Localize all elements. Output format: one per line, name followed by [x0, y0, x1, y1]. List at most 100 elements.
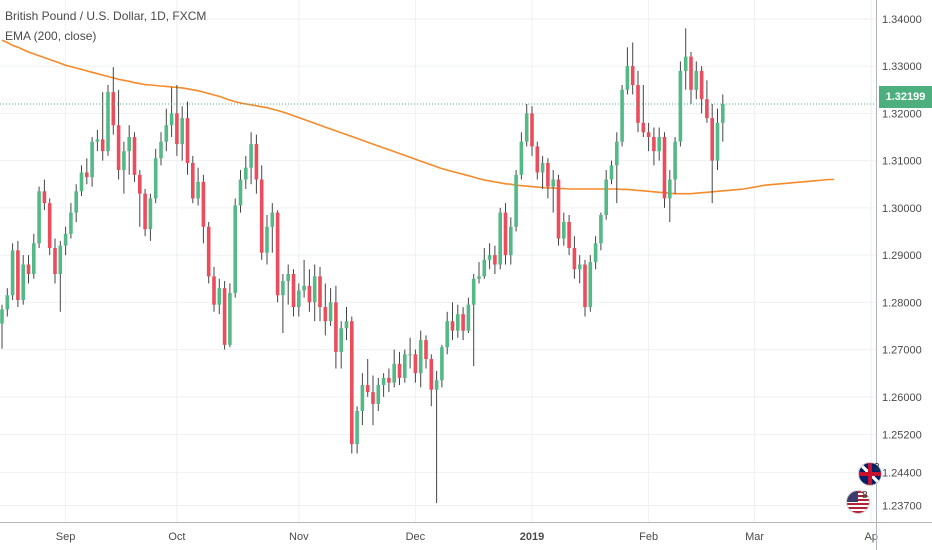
candle-body	[47, 203, 52, 249]
candle-down	[116, 89, 121, 180]
y-tick-label: 1.34000	[882, 14, 922, 26]
candle-down	[42, 179, 47, 211]
candle-up	[620, 85, 624, 147]
candle-up	[79, 165, 84, 197]
candle-body	[540, 162, 545, 173]
candle-up	[403, 349, 407, 383]
candle-body	[185, 118, 190, 163]
candle-body	[339, 328, 343, 352]
candle-body	[567, 222, 571, 249]
candle-down	[111, 67, 116, 135]
candle-down	[652, 127, 656, 166]
candle-body	[424, 340, 428, 360]
candle-body	[191, 162, 195, 199]
candle-body	[90, 141, 94, 178]
candle-down	[503, 203, 508, 265]
candle-body	[297, 290, 301, 308]
candle-up	[588, 255, 593, 312]
candle-down	[334, 285, 338, 369]
candle-body	[153, 158, 158, 199]
candle-up	[456, 304, 460, 338]
candle-up	[471, 273, 476, 367]
candle-body	[116, 125, 121, 171]
candle-up	[281, 273, 285, 334]
candle-down	[185, 101, 190, 175]
candle-body	[350, 321, 354, 445]
candle-up	[217, 278, 222, 315]
candle-up	[615, 132, 619, 204]
candle-up	[599, 212, 603, 251]
candle-body	[69, 212, 73, 234]
candle-body	[233, 205, 237, 293]
candle-up	[487, 243, 492, 270]
candle-body	[281, 281, 285, 296]
candle-down	[530, 106, 534, 156]
candle-down	[371, 375, 375, 426]
candle-body	[636, 85, 640, 123]
candle-body	[556, 179, 561, 239]
candle-up	[381, 373, 386, 397]
candle-down	[705, 80, 709, 123]
candle-down	[143, 188, 147, 237]
candle-down	[307, 269, 312, 312]
candle-body	[355, 410, 359, 445]
indicator-label[interactable]: EMA (200, close)	[5, 29, 97, 43]
candle-up	[122, 141, 126, 194]
candle-up	[270, 203, 275, 253]
candle-body	[583, 264, 587, 308]
x-tick-label: Feb	[639, 531, 658, 543]
candle-body	[37, 191, 41, 244]
candle-down	[689, 51, 693, 104]
candle-body	[26, 264, 31, 274]
candle-body	[21, 264, 25, 300]
candle-body	[657, 136, 661, 152]
candle-body	[503, 212, 508, 256]
y-tick-label: 1.23700	[882, 500, 922, 512]
candle-up	[524, 103, 529, 147]
candle-up	[344, 307, 349, 341]
candle-down	[493, 245, 497, 274]
candle-up	[657, 127, 661, 161]
candle-body	[381, 377, 386, 386]
gb-flag-icon[interactable]	[858, 462, 882, 486]
candle-down	[100, 92, 105, 161]
candle-body	[615, 141, 619, 166]
candle-down	[572, 236, 577, 279]
candle-body	[259, 179, 264, 253]
grid	[0, 0, 876, 522]
candle-body	[206, 226, 211, 277]
us-flag-icon[interactable]	[846, 490, 870, 514]
candle-up	[477, 262, 481, 284]
candle-up	[376, 377, 381, 411]
candle-up	[328, 288, 333, 326]
candle-down	[175, 85, 179, 156]
candle-body	[562, 222, 566, 239]
candle-body	[212, 276, 216, 305]
chart-title[interactable]: British Pound / U.S. Dollar, 1D, FXCM	[5, 9, 207, 23]
candle-up	[498, 207, 502, 270]
candle-body	[397, 363, 402, 378]
ema-200-line	[1, 39, 835, 195]
candle-body	[228, 292, 232, 345]
candle-up	[360, 373, 365, 426]
candle-down	[556, 174, 561, 246]
candle-down	[546, 158, 550, 199]
candle-down	[323, 283, 328, 336]
candle-body	[106, 92, 110, 152]
candle-down	[16, 240, 20, 308]
candle-down	[26, 255, 31, 284]
y-tick-label: 1.27000	[882, 345, 922, 357]
x-tick-label: 2019	[520, 531, 544, 543]
candle-body	[196, 181, 200, 199]
candle-up	[604, 170, 608, 220]
candle-up	[519, 132, 524, 180]
candle-body	[662, 136, 667, 199]
candle-body	[53, 248, 57, 274]
candle-up	[440, 344, 444, 388]
candle-body	[403, 354, 407, 378]
candle-body	[683, 56, 688, 71]
y-tick-label: 1.30000	[882, 203, 922, 215]
candle-body	[593, 243, 598, 263]
